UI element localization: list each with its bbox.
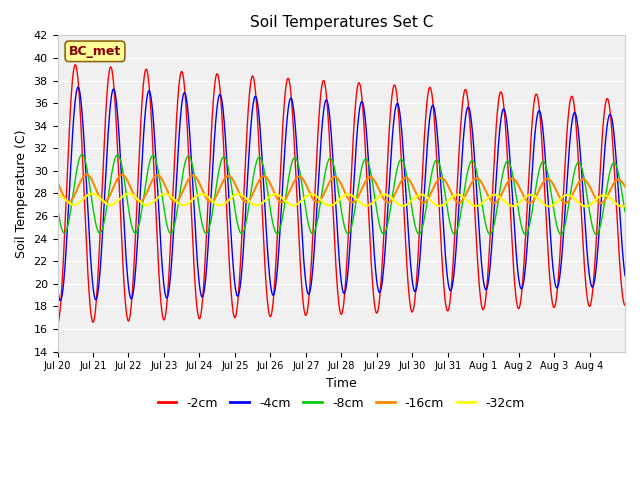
Text: BC_met: BC_met bbox=[69, 45, 121, 58]
X-axis label: Time: Time bbox=[326, 377, 356, 390]
Y-axis label: Soil Temperature (C): Soil Temperature (C) bbox=[15, 129, 28, 258]
Legend: -2cm, -4cm, -8cm, -16cm, -32cm: -2cm, -4cm, -8cm, -16cm, -32cm bbox=[153, 392, 530, 415]
Title: Soil Temperatures Set C: Soil Temperatures Set C bbox=[250, 15, 433, 30]
